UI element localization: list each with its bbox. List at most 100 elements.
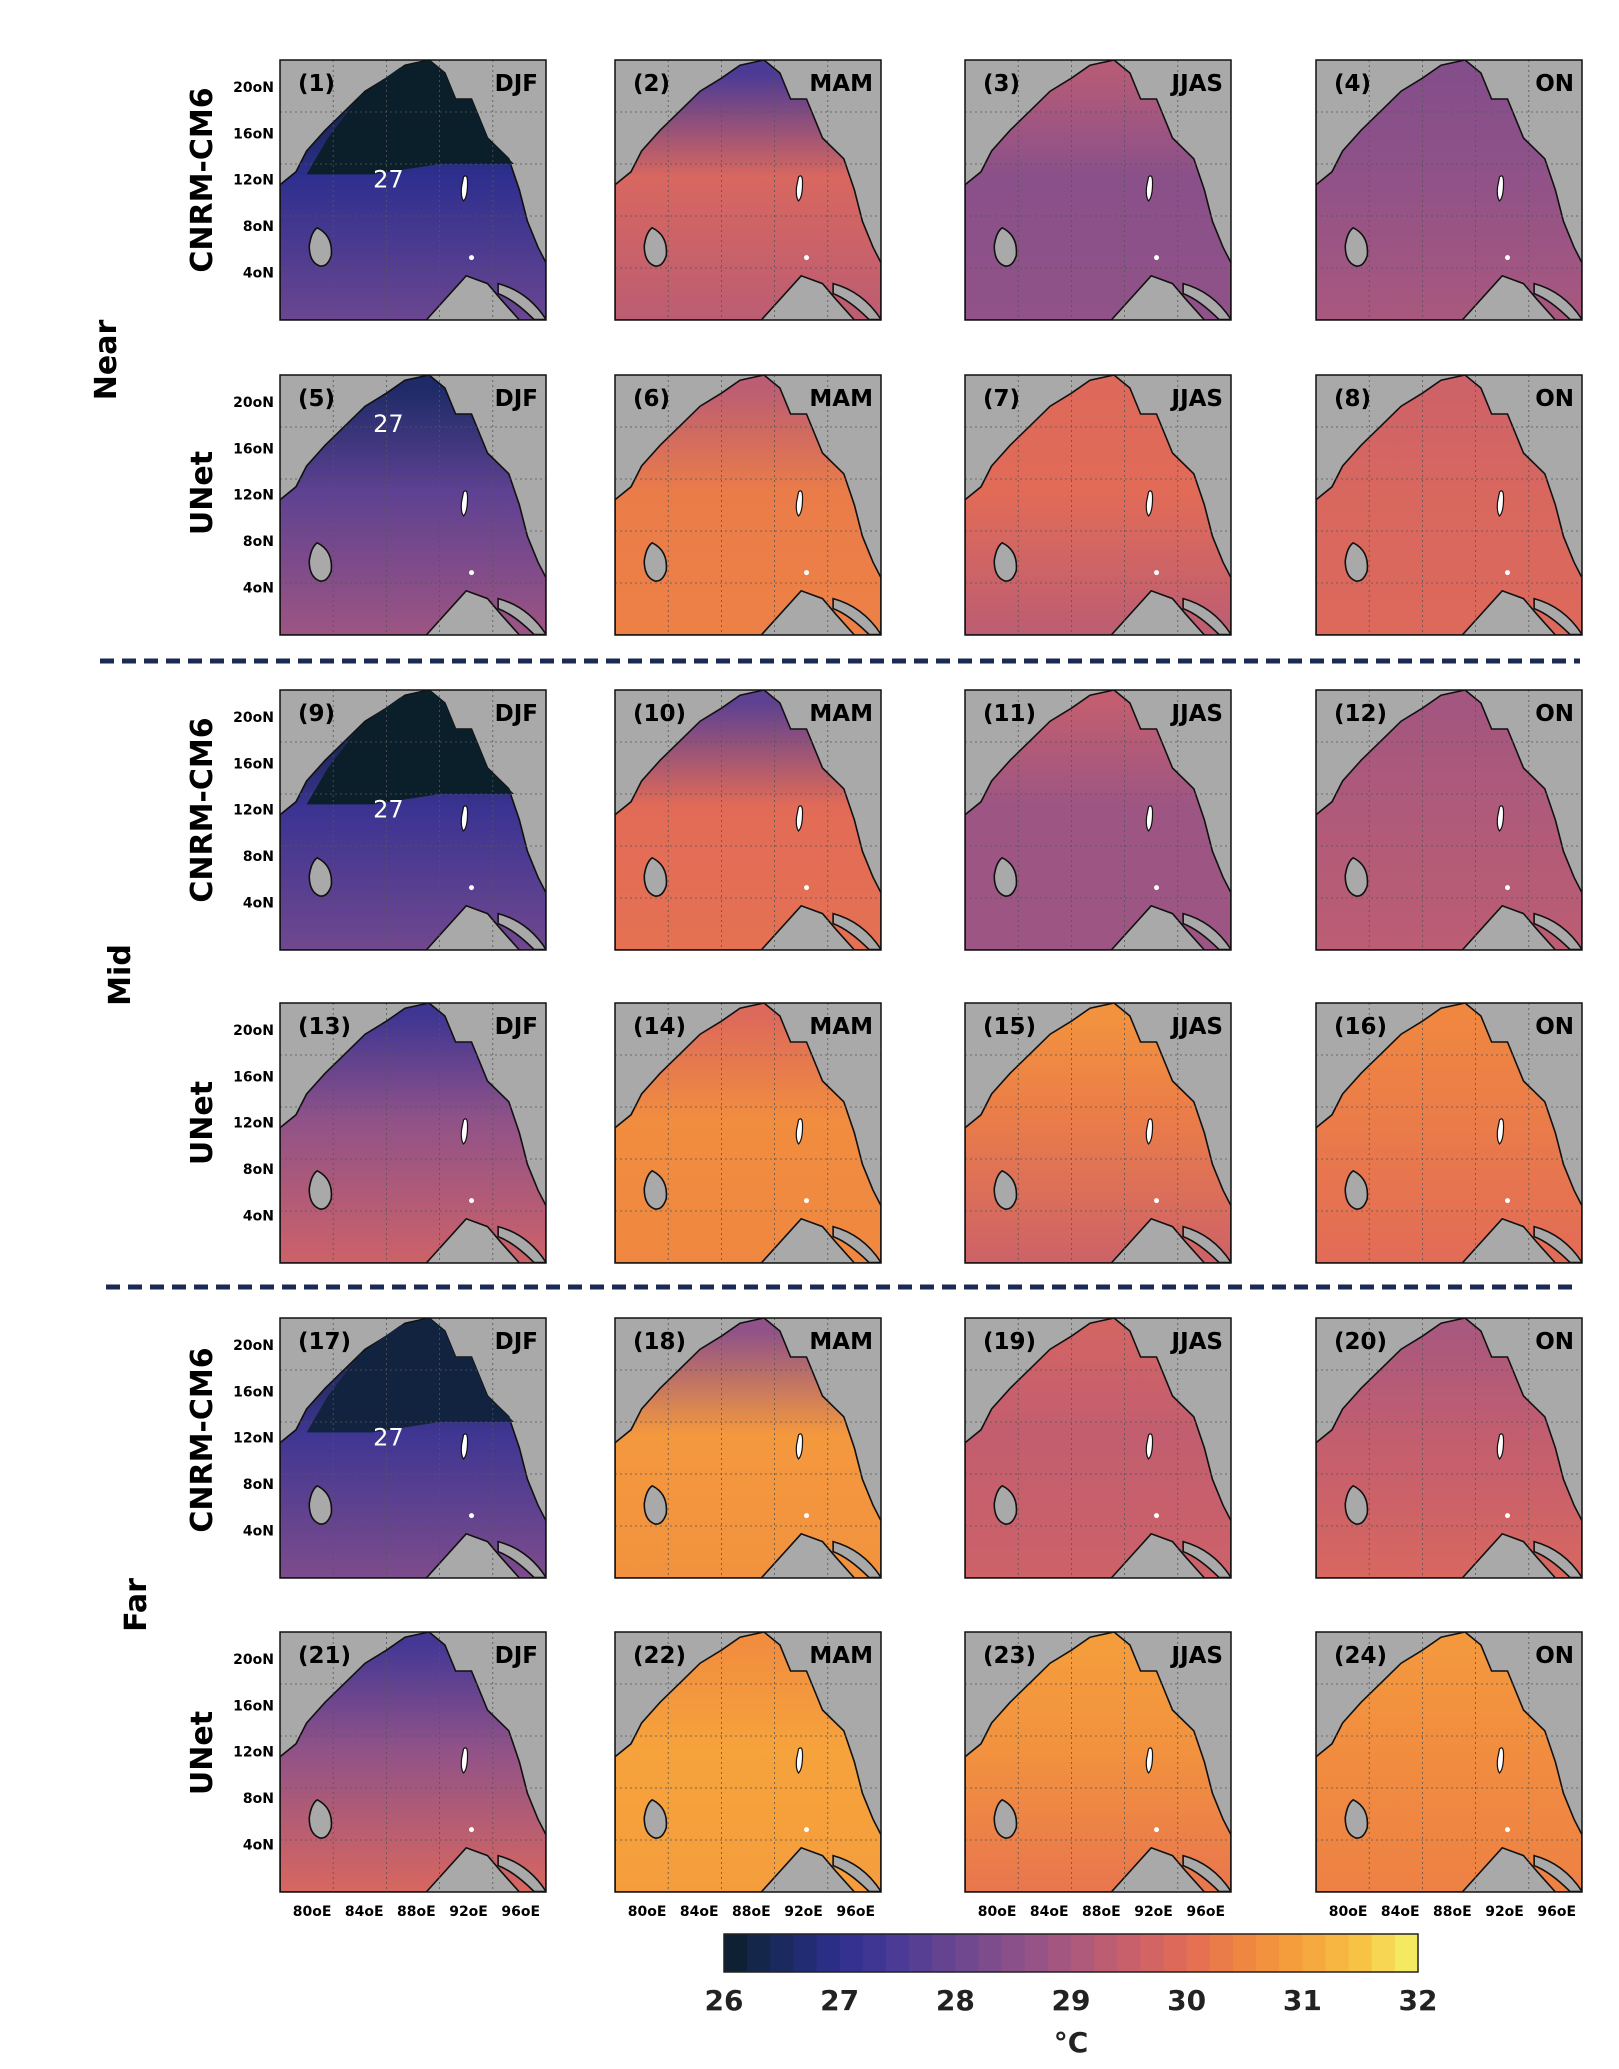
panel-frame bbox=[1315, 1631, 1583, 1893]
colorbar-cell bbox=[978, 1934, 1003, 1972]
panel-frame bbox=[614, 1631, 882, 1893]
season-label: JJAS bbox=[1170, 701, 1223, 727]
andaman-islands bbox=[795, 1118, 804, 1145]
map-panel: (13) DJF 4oN 8oN 12oN 16oN 20oN bbox=[233, 1002, 547, 1264]
lon-tick-label: 92oE bbox=[1485, 1904, 1524, 1920]
sri-lanka-landmass bbox=[1344, 1798, 1369, 1839]
lat-tick-label: 12oN bbox=[233, 1431, 274, 1447]
ocean-field bbox=[615, 690, 881, 950]
sri-lanka-landmass bbox=[308, 1798, 333, 1839]
lat-tick-label: 12oN bbox=[233, 173, 274, 189]
nicobar-islands bbox=[1505, 1827, 1511, 1833]
nicobar-islands bbox=[1505, 1198, 1511, 1204]
andaman-islands bbox=[1496, 1118, 1505, 1145]
sri-lanka-landmass bbox=[993, 1798, 1018, 1839]
nicobar-islands bbox=[1154, 255, 1160, 261]
map-panel: (9) DJF 27 4oN 8oN 12oN 16oN 20oN bbox=[233, 689, 547, 951]
colorbar-cell bbox=[885, 1934, 910, 1972]
colorbar-unit-label: °C bbox=[1054, 2026, 1089, 2059]
panel-frame bbox=[614, 374, 882, 636]
nicobar-islands bbox=[804, 885, 810, 891]
season-label: MAM bbox=[809, 701, 873, 727]
row-label-cnrm-far: CNRM-CM6 bbox=[185, 1347, 220, 1532]
colorbar-cell bbox=[793, 1934, 818, 1972]
lon-tick-label: 84oE bbox=[1381, 1904, 1420, 1920]
andaman-islands bbox=[460, 490, 469, 517]
andaman-islands bbox=[1496, 1433, 1505, 1460]
season-label: DJF bbox=[495, 1329, 538, 1355]
season-label: JJAS bbox=[1170, 386, 1223, 412]
colorbar-tick-label: 31 bbox=[1283, 1984, 1322, 2017]
nicobar-islands bbox=[1154, 1198, 1160, 1204]
contour-label: 27 bbox=[373, 410, 404, 438]
panel-label: (11) bbox=[983, 701, 1036, 727]
andaman-islands bbox=[1496, 805, 1505, 832]
sri-lanka-landmass bbox=[1344, 1169, 1369, 1210]
panel-frame bbox=[279, 374, 547, 636]
lon-tick-label: 80oE bbox=[293, 1904, 332, 1920]
colorbar-cell bbox=[747, 1934, 771, 1972]
sri-lanka-landmass bbox=[993, 226, 1018, 267]
panel-frame bbox=[964, 1631, 1232, 1893]
ocean-field bbox=[280, 375, 546, 635]
lat-tick-label: 12oN bbox=[233, 1116, 274, 1132]
map-panel: (19) JJAS bbox=[964, 1317, 1232, 1579]
panel-frame bbox=[964, 1002, 1232, 1264]
sri-lanka-landmass bbox=[993, 541, 1018, 582]
lat-tick-label: 20oN bbox=[233, 1338, 274, 1354]
nicobar-islands bbox=[469, 255, 475, 261]
lon-tick-label: 84oE bbox=[345, 1904, 384, 1920]
nicobar-islands bbox=[804, 255, 810, 261]
colorbar-ticks: 26 27 28 29 30 31 32 bbox=[705, 1984, 1438, 2017]
ocean-field bbox=[1316, 1003, 1582, 1263]
sri-lanka-landmass bbox=[1344, 226, 1369, 267]
colorbar-cell bbox=[1348, 1934, 1373, 1972]
lon-tick-label: 84oE bbox=[1030, 1904, 1069, 1920]
panel-label: (5) bbox=[298, 386, 335, 412]
panel-frame bbox=[279, 689, 547, 951]
ocean-field bbox=[615, 1318, 881, 1578]
nicobar-islands bbox=[804, 1513, 810, 1519]
ocean-field bbox=[615, 1003, 881, 1263]
sri-lanka-landmass bbox=[1344, 856, 1369, 897]
panel-label: (17) bbox=[298, 1329, 351, 1355]
panel-frame bbox=[279, 1631, 547, 1893]
panel-label: (1) bbox=[298, 71, 335, 97]
panel-label: (21) bbox=[298, 1643, 351, 1669]
panel-label: (7) bbox=[983, 386, 1020, 412]
lon-tick-label: 88oE bbox=[1082, 1904, 1121, 1920]
andaman-islands bbox=[460, 1747, 469, 1774]
cold-region bbox=[306, 690, 515, 805]
colorbar-cell bbox=[1186, 1934, 1211, 1972]
lat-tick-label: 12oN bbox=[233, 803, 274, 819]
lat-tick-label: 4oN bbox=[243, 896, 274, 912]
map-panel: (6) MAM bbox=[614, 374, 882, 636]
colorbar-cell bbox=[932, 1934, 956, 1972]
nicobar-islands bbox=[804, 1827, 810, 1833]
panel-label: (4) bbox=[1334, 71, 1371, 97]
colorbar-cell bbox=[1256, 1934, 1280, 1972]
panel-frame bbox=[1315, 689, 1583, 951]
lat-tick-label: 20oN bbox=[233, 710, 274, 726]
ocean-field bbox=[965, 1318, 1231, 1578]
andaman-islands bbox=[795, 1747, 804, 1774]
sri-lanka-landmass bbox=[308, 226, 333, 267]
panel-label: (9) bbox=[298, 701, 335, 727]
lat-tick-label: 20oN bbox=[233, 1023, 274, 1039]
lat-tick-label: 4oN bbox=[243, 1524, 274, 1540]
season-label: JJAS bbox=[1170, 71, 1223, 97]
map-panel: (1) DJF 27 4oN 8oN 12oN 16oN 20oN bbox=[233, 59, 547, 321]
panel-frame bbox=[1315, 1002, 1583, 1264]
lon-tick-label: 80oE bbox=[628, 1904, 667, 1920]
lat-tick-label: 16oN bbox=[233, 1698, 274, 1714]
colorbar-cell bbox=[1117, 1934, 1141, 1972]
colorbar-tick-label: 30 bbox=[1167, 1984, 1206, 2017]
season-label: ON bbox=[1535, 386, 1574, 412]
row-label-cnrm-mid: CNRM-CM6 bbox=[185, 717, 220, 902]
andaman-islands bbox=[460, 1118, 469, 1145]
colorbar-cell bbox=[1279, 1934, 1303, 1972]
colorbar-cell bbox=[1325, 1934, 1350, 1972]
ocean-field bbox=[965, 690, 1231, 950]
lat-tick-label: 16oN bbox=[233, 756, 274, 772]
panel-label: (6) bbox=[633, 386, 670, 412]
